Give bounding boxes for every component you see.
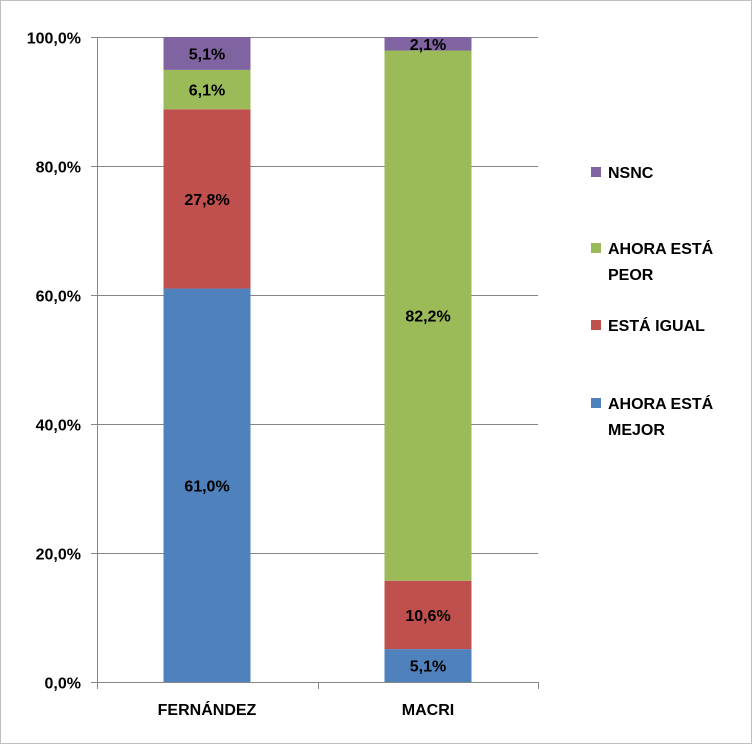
y-tick-label: 40,0%	[36, 418, 81, 435]
bar-segment	[163, 37, 251, 70]
data-label: 27,8%	[184, 192, 229, 209]
x-category-label: FERNÁNDEZ	[158, 700, 257, 719]
bar-segment	[384, 50, 472, 581]
gridlines	[97, 37, 538, 554]
data-label: 10,6%	[405, 608, 450, 625]
y-tick-label: 80,0%	[36, 160, 81, 177]
data-label: 2,1%	[410, 37, 446, 54]
data-label: 6,1%	[189, 83, 225, 100]
bar-segment	[384, 649, 472, 682]
bars	[163, 37, 472, 682]
legend-label: NSNC	[608, 165, 654, 182]
bar-segment	[163, 69, 251, 110]
legend-swatch	[591, 398, 601, 408]
legend-label: ESTÁ IGUAL	[608, 316, 705, 335]
bar-segment	[163, 109, 251, 289]
data-labels: 61,0% 27,8% 6,1% 5,1% 5,1% 10,6% 82,2% 2,1%	[184, 37, 450, 676]
axes: 0,0% 20,0% 40,0% 60,0% 80,0% 100,0% FERNÁNDEZ M…	[27, 31, 539, 719]
legend-swatch	[591, 167, 601, 177]
data-label: 5,1%	[410, 659, 446, 676]
data-label: 5,1%	[189, 46, 225, 63]
legend-swatch	[591, 320, 601, 330]
legend-swatch	[591, 243, 601, 253]
bar-segment	[384, 37, 472, 51]
bar-segment	[384, 580, 472, 650]
x-category-label: MACRI	[402, 702, 454, 719]
bar-segment	[163, 288, 251, 682]
y-tick-label: 60,0%	[36, 289, 81, 306]
y-tick-label: 20,0%	[36, 547, 81, 564]
data-label: 61,0%	[184, 478, 229, 495]
legend: NSNC AHORA ESTÁ PEOR ESTÁ IGUAL AHORA ESTÁ ME…	[591, 165, 714, 439]
y-tick-label: 100,0%	[27, 31, 81, 48]
data-label: 82,2%	[405, 309, 450, 326]
legend-label: AHORA ESTÁ MEJOR	[608, 394, 714, 439]
y-tick-label: 0,0%	[45, 676, 81, 693]
legend-label: AHORA ESTÁ PEOR	[608, 239, 714, 284]
